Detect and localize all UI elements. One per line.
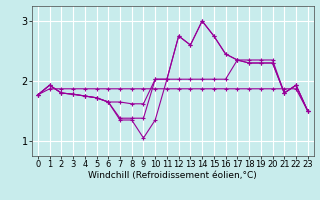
X-axis label: Windchill (Refroidissement éolien,°C): Windchill (Refroidissement éolien,°C): [88, 171, 257, 180]
